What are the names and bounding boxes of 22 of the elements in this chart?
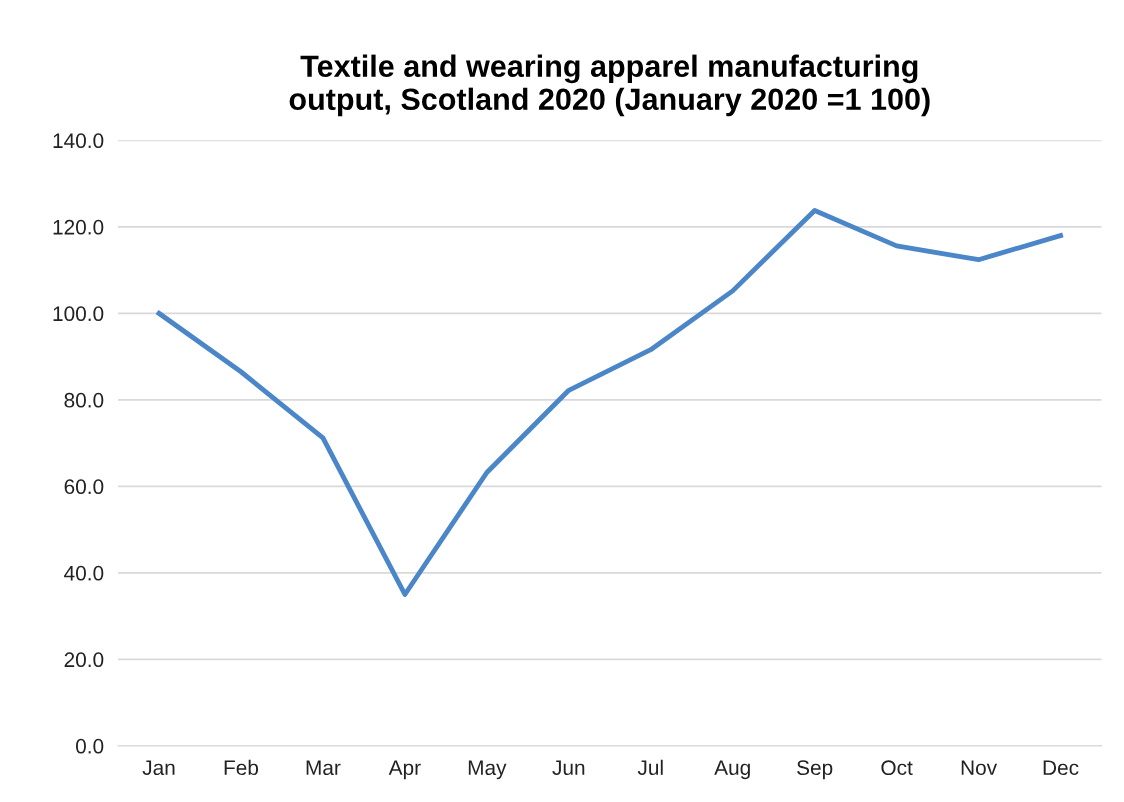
x-tick-label: Feb xyxy=(224,759,259,776)
x-tick-label: Apr xyxy=(388,760,421,780)
x-tick-label: Jan xyxy=(142,760,175,776)
y-tick-label: 40.0 xyxy=(64,565,104,581)
x-tick-label: Jun xyxy=(552,760,585,776)
x-tick-label: Mar xyxy=(306,760,341,776)
y-tick-label: 80.0 xyxy=(64,392,104,408)
y-tick-label: 100.0 xyxy=(53,306,104,322)
chart-title: Textile and wearing apparel manufacturing output, Scotland 2020 (January 2020 =1 100) xyxy=(289,54,930,117)
line-series xyxy=(156,207,1063,597)
x-tick-label: Sep xyxy=(797,760,833,780)
y-tick-label: 120.0 xyxy=(53,219,104,235)
y-tick-label: 20.0 xyxy=(64,652,104,668)
y-tick-label: 0.0 xyxy=(75,738,104,754)
y-tick-label: 60.0 xyxy=(64,479,104,495)
x-tick-label: Aug xyxy=(714,760,750,780)
x-tick-label: Jul xyxy=(637,759,663,776)
x-tick-label: Oct xyxy=(881,760,913,776)
x-tick-label: May xyxy=(468,760,507,780)
y-tick-label: 140.0 xyxy=(53,133,104,149)
x-tick-label: Nov xyxy=(961,760,998,776)
x-tick-label: Dec xyxy=(1043,760,1079,776)
